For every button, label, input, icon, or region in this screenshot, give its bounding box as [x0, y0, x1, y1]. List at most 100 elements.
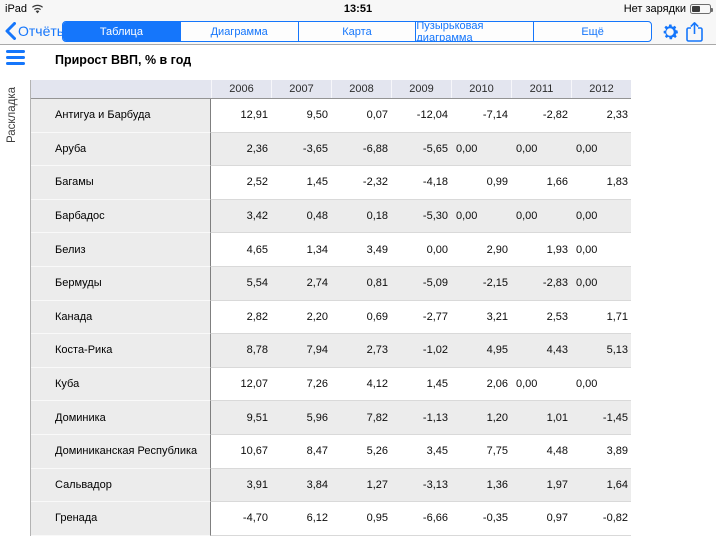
tab-chart[interactable]: Диаграмма [181, 22, 299, 41]
table-row[interactable]: Барбадос 3,42 0,48 0,18 -5,30 0,00 0,00 0,00 [31, 199, 631, 234]
value-cell: 0,00 [576, 243, 598, 256]
row-values: 2,36 -3,65 -6,88 -5,65 0,00 0,00 0,00 [210, 132, 631, 167]
value-cell: 2,74 [306, 277, 328, 290]
tab-more[interactable]: Ещё [581, 25, 604, 38]
tab-bubble-chart[interactable]: Пузырьковая диаграмма [416, 22, 535, 41]
value-cell: -6,66 [422, 512, 448, 525]
layout-sidebar-label: Раскладка [6, 86, 18, 144]
value-cell: 1,20 [486, 411, 508, 424]
value-cell: 8,78 [246, 344, 268, 357]
value-cell: 0,00 [426, 243, 448, 256]
value-cell: 0,07 [366, 109, 388, 122]
table-row[interactable]: Багамы 2,52 1,45 -2,32 -4,18 0,99 1,66 1,83 [31, 166, 631, 200]
value-cell: 0,18 [366, 210, 388, 223]
value-cell: 1,97 [546, 478, 568, 491]
table-row[interactable]: Антигуа и Барбуда 12,91 9,50 0,07 -12,04 -7,1… [31, 99, 631, 133]
tab-table[interactable]: Таблица [63, 22, 181, 41]
value-cell: -1,02 [422, 344, 448, 357]
country-label-cell: Багамы [31, 166, 210, 200]
value-cell: 7,26 [306, 378, 328, 391]
back-button[interactable]: Отчёты [5, 22, 67, 40]
value-cell: 2,53 [546, 310, 568, 323]
value-cell: 5,96 [306, 411, 328, 424]
country-label-cell: Антигуа и Барбуда [31, 99, 210, 133]
table-row[interactable]: Доминика 9,51 5,96 7,82 -1,13 1,20 1,01 -1,45 [31, 401, 631, 435]
value-cell: -5,30 [422, 210, 448, 223]
value-cell: -3,13 [422, 478, 448, 491]
country-label-cell: Сальвадор [31, 468, 210, 503]
value-cell: 0,00 [576, 142, 598, 155]
column-header-year: 2006 [211, 80, 271, 98]
table-row[interactable]: Аруба 2,36 -3,65 -6,88 -5,65 0,00 0,00 0,00 [31, 132, 631, 167]
value-cell: -4,18 [422, 176, 448, 189]
back-button-label: Отчёты [18, 23, 67, 39]
value-cell: 1,64 [606, 478, 628, 491]
value-cell: 12,91 [240, 109, 268, 122]
status-bar: iPad 13:51 Нет зарядки [0, 0, 716, 20]
table-row[interactable]: Белиз 4,65 1,34 3,49 0,00 2,90 1,93 0,00 [31, 233, 631, 267]
value-cell: 2,90 [486, 243, 508, 256]
row-values: 10,67 8,47 5,26 3,45 7,75 4,48 3,89 [210, 434, 631, 469]
row-values: 12,91 9,50 0,07 -12,04 -7,14 -2,82 2,33 [210, 99, 631, 133]
value-cell: 0,97 [546, 512, 568, 525]
value-cell: 0,69 [366, 310, 388, 323]
value-cell: -4,70 [242, 512, 268, 525]
row-values: 3,91 3,84 1,27 -3,13 1,36 1,97 1,64 [210, 468, 631, 503]
value-cell: 0,81 [366, 277, 388, 290]
value-cell: 9,50 [306, 109, 328, 122]
country-label-cell: Аруба [31, 132, 210, 167]
value-cell: 0,00 [576, 378, 598, 391]
battery-status-label: Нет зарядки [623, 3, 686, 15]
value-cell: 7,94 [306, 344, 328, 357]
column-header-year: 2012 [571, 80, 631, 98]
value-cell: 2,06 [486, 378, 508, 391]
value-cell: 8,47 [306, 445, 328, 458]
tab-map[interactable]: Карта [299, 22, 417, 41]
value-cell: 2,36 [246, 142, 268, 155]
value-cell: -2,82 [542, 109, 568, 122]
table-row[interactable]: Гренада -4,70 6,12 0,95 -6,66 -0,35 0,97 -0,82 [31, 502, 631, 536]
value-cell: 1,45 [426, 378, 448, 391]
header-spacer [31, 80, 211, 98]
row-values: 8,78 7,94 2,73 -1,02 4,95 4,43 5,13 [210, 334, 631, 368]
value-cell: 0,00 [516, 378, 538, 391]
value-cell: 4,12 [366, 378, 388, 391]
value-cell: 4,95 [486, 344, 508, 357]
value-cell: 3,91 [246, 478, 268, 491]
value-cell: 1,34 [306, 243, 328, 256]
settings-button[interactable] [660, 22, 680, 42]
value-cell: 7,82 [366, 411, 388, 424]
value-cell: 1,71 [606, 310, 628, 323]
country-label-cell: Бермуды [31, 266, 210, 301]
value-cell: 3,89 [606, 445, 628, 458]
country-label-cell: Доминиканская Республика [31, 434, 210, 469]
value-cell: 1,66 [546, 176, 568, 189]
value-cell: 2,20 [306, 310, 328, 323]
table-row[interactable]: Куба 12,07 7,26 4,12 1,45 2,06 0,00 0,00 [31, 367, 631, 402]
table-row[interactable]: Бермуды 5,54 2,74 0,81 -5,09 -2,15 -2,83 0,00 [31, 266, 631, 301]
table-row[interactable]: Коста-Рика 8,78 7,94 2,73 -1,02 4,95 4,43 5,13 [31, 334, 631, 368]
column-header-year: 2010 [451, 80, 511, 98]
value-cell: -12,04 [416, 109, 448, 122]
hamburger-icon[interactable] [6, 50, 25, 65]
value-cell: -2,32 [362, 176, 388, 189]
table-row[interactable]: Сальвадор 3,91 3,84 1,27 -3,13 1,36 1,97 1,64 [31, 468, 631, 503]
battery-icon [690, 4, 713, 14]
share-button[interactable] [684, 21, 705, 43]
value-cell: 1,01 [546, 411, 568, 424]
country-label-cell: Доминика [31, 401, 210, 435]
table-row[interactable]: Доминиканская Республика 10,67 8,47 5,26 3,4… [31, 434, 631, 469]
view-segmented-control: Таблица Диаграмма Карта Пузырьковая диаграм… [62, 21, 652, 42]
value-cell: 2,73 [366, 344, 388, 357]
value-cell: 0,00 [516, 210, 538, 223]
column-header-year: 2008 [331, 80, 391, 98]
value-cell: 5,13 [606, 344, 628, 357]
row-values: 3,42 0,48 0,18 -5,30 0,00 0,00 0,00 [210, 199, 631, 234]
top-chrome: iPad 13:51 Нет зарядки Отчёты Таблица Диа… [0, 0, 716, 45]
left-sidebar: Раскладка [0, 45, 30, 538]
value-cell: 1,93 [546, 243, 568, 256]
row-values: 2,52 1,45 -2,32 -4,18 0,99 1,66 1,83 [210, 166, 631, 200]
value-cell: -5,65 [422, 142, 448, 155]
table-row[interactable]: Канада 2,82 2,20 0,69 -2,77 3,21 2,53 1,71 [31, 300, 631, 335]
value-cell: -2,83 [542, 277, 568, 290]
